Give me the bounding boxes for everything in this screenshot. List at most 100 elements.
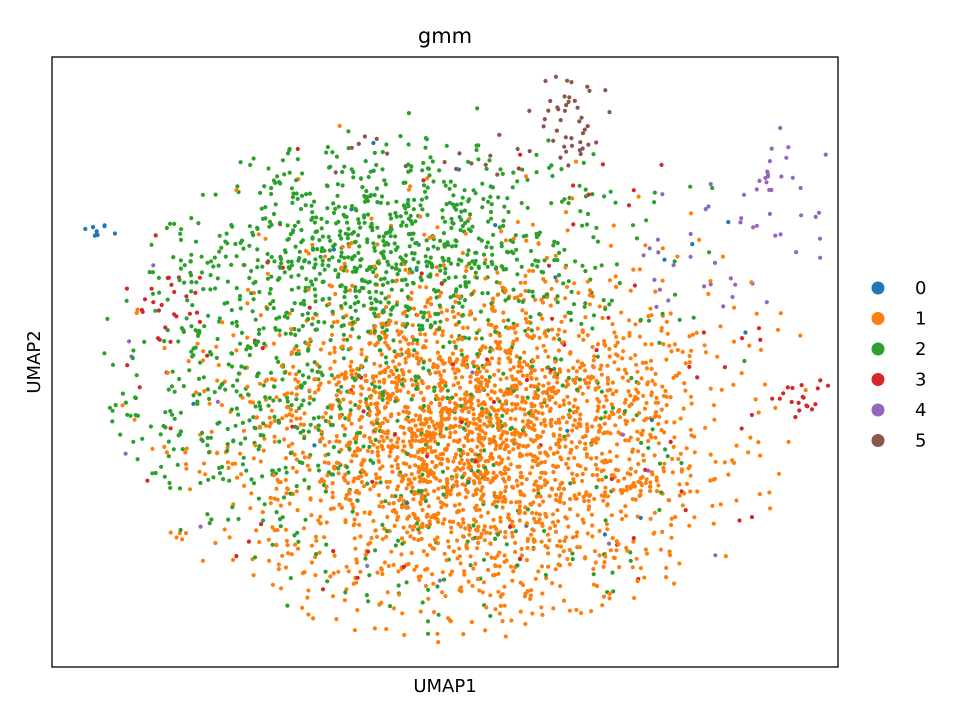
point-cluster-0 — [312, 443, 317, 448]
point-cluster-1 — [506, 456, 511, 461]
point-cluster-1 — [642, 418, 647, 423]
point-cluster-2 — [280, 377, 285, 382]
point-cluster-1 — [488, 396, 493, 401]
point-cluster-1 — [748, 435, 753, 440]
point-cluster-2 — [393, 543, 398, 548]
point-cluster-2 — [509, 249, 514, 254]
point-cluster-1 — [532, 384, 537, 389]
point-cluster-1 — [439, 380, 444, 385]
point-cluster-1 — [561, 402, 567, 407]
point-cluster-1 — [569, 447, 574, 452]
point-cluster-2 — [206, 477, 211, 482]
point-cluster-2 — [607, 302, 612, 307]
point-cluster-1 — [535, 326, 540, 331]
point-cluster-1 — [384, 305, 389, 310]
point-cluster-1 — [369, 535, 374, 541]
point-cluster-2 — [406, 197, 411, 203]
point-cluster-2 — [422, 310, 427, 315]
point-cluster-1 — [355, 608, 360, 613]
point-cluster-1 — [421, 549, 426, 554]
point-cluster-2 — [371, 269, 376, 275]
point-cluster-1 — [400, 323, 405, 328]
point-cluster-2 — [349, 315, 354, 321]
point-cluster-2 — [505, 196, 510, 201]
point-cluster-2 — [452, 183, 457, 188]
point-cluster-2 — [238, 441, 243, 446]
point-cluster-2 — [315, 229, 320, 234]
point-cluster-2 — [217, 465, 222, 471]
point-cluster-4 — [767, 187, 772, 192]
point-cluster-1 — [513, 330, 518, 335]
point-cluster-2 — [180, 447, 185, 452]
point-cluster-5 — [577, 119, 582, 124]
point-cluster-3 — [184, 294, 189, 299]
point-cluster-1 — [654, 478, 659, 483]
point-cluster-1 — [474, 426, 479, 431]
point-cluster-1 — [358, 569, 363, 574]
point-cluster-1 — [531, 359, 536, 364]
point-cluster-3 — [194, 310, 200, 315]
point-cluster-5 — [527, 149, 532, 154]
point-cluster-2 — [515, 563, 520, 568]
point-cluster-2 — [320, 297, 326, 302]
point-cluster-2 — [225, 300, 230, 305]
point-cluster-2 — [289, 186, 294, 191]
point-cluster-1 — [425, 492, 430, 497]
point-cluster-3 — [799, 383, 804, 388]
point-cluster-2 — [462, 298, 468, 303]
point-cluster-1 — [371, 379, 377, 384]
point-cluster-1 — [578, 385, 583, 390]
point-cluster-2 — [413, 374, 418, 379]
point-cluster-1 — [474, 503, 479, 508]
point-cluster-1 — [425, 512, 430, 517]
point-cluster-2 — [140, 436, 145, 441]
point-cluster-1 — [523, 621, 528, 627]
point-cluster-2 — [405, 294, 411, 299]
point-cluster-2 — [453, 207, 459, 212]
point-cluster-2 — [237, 293, 243, 299]
point-cluster-1 — [165, 370, 170, 375]
point-cluster-2 — [584, 222, 590, 227]
point-cluster-1 — [616, 367, 621, 372]
y-axis-label: UMAP2 — [24, 330, 45, 393]
point-cluster-1 — [540, 411, 545, 416]
point-cluster-1 — [492, 325, 498, 330]
point-cluster-1 — [453, 452, 459, 457]
point-cluster-1 — [520, 419, 525, 424]
point-cluster-2 — [552, 258, 557, 263]
point-cluster-2 — [343, 416, 348, 421]
point-cluster-2 — [213, 192, 218, 197]
point-cluster-5 — [603, 88, 608, 93]
point-cluster-1 — [280, 416, 285, 421]
point-cluster-1 — [690, 332, 696, 337]
point-cluster-1 — [614, 442, 620, 447]
point-cluster-1 — [535, 456, 540, 461]
point-cluster-1 — [484, 407, 489, 412]
point-cluster-1 — [356, 475, 361, 480]
point-cluster-1 — [216, 363, 221, 368]
point-cluster-1 — [653, 371, 658, 376]
point-cluster-2 — [491, 232, 496, 237]
point-cluster-1 — [515, 394, 520, 399]
point-cluster-2 — [333, 206, 338, 211]
point-cluster-1 — [427, 424, 432, 429]
point-cluster-1 — [440, 329, 445, 334]
point-cluster-1 — [368, 401, 373, 407]
point-cluster-1 — [482, 524, 487, 529]
point-cluster-1 — [380, 420, 385, 426]
point-cluster-2 — [277, 467, 282, 472]
point-cluster-4 — [198, 524, 203, 529]
point-cluster-1 — [626, 389, 631, 394]
point-cluster-0 — [602, 532, 608, 537]
point-cluster-2 — [343, 590, 348, 595]
point-cluster-1 — [679, 469, 684, 474]
point-cluster-2 — [217, 316, 222, 321]
point-cluster-1 — [340, 244, 345, 249]
point-cluster-2 — [418, 203, 423, 208]
point-cluster-1 — [272, 439, 277, 444]
x-axis-label: UMAP1 — [413, 676, 476, 697]
point-cluster-2 — [438, 268, 443, 273]
point-cluster-1 — [497, 611, 502, 616]
point-cluster-1 — [602, 494, 607, 499]
point-cluster-2 — [447, 200, 452, 205]
